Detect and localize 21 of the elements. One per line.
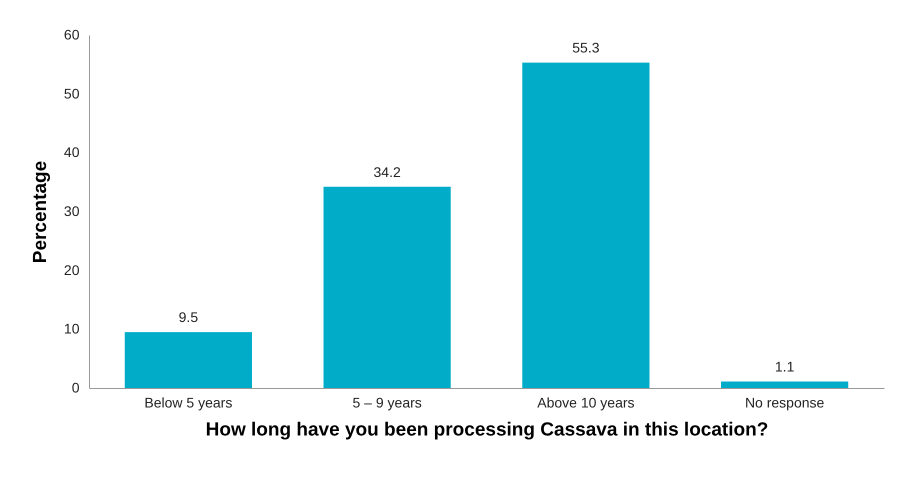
y-tick-label: 60 [64, 26, 80, 42]
bar [721, 382, 848, 388]
data-label: 1.1 [774, 358, 795, 375]
x-tick-label: Below 5 years [144, 394, 232, 410]
data-label: 34.2 [374, 164, 401, 180]
x-tick-label: No response [744, 394, 825, 410]
y-tick-label: 0 [72, 380, 80, 396]
x-tick-label: Above 10 years [537, 394, 635, 410]
y-tick-label: 30 [64, 203, 80, 219]
y-tick-label: 40 [64, 144, 80, 160]
data-label: 55.3 [572, 40, 600, 56]
y-tick-label: 10 [64, 320, 80, 337]
bar [522, 62, 650, 388]
bar [324, 186, 451, 388]
bar [124, 332, 252, 388]
x-tick-label: 5 – 9 years [352, 394, 422, 410]
y-tick-label: 20 [64, 262, 80, 278]
data-label: 9.5 [178, 309, 198, 326]
y-axis-title: Percentage [30, 160, 51, 264]
y-tick-label: 50 [64, 85, 80, 102]
x-axis-title: How long have you been processing Cassava in this location? [206, 420, 768, 440]
